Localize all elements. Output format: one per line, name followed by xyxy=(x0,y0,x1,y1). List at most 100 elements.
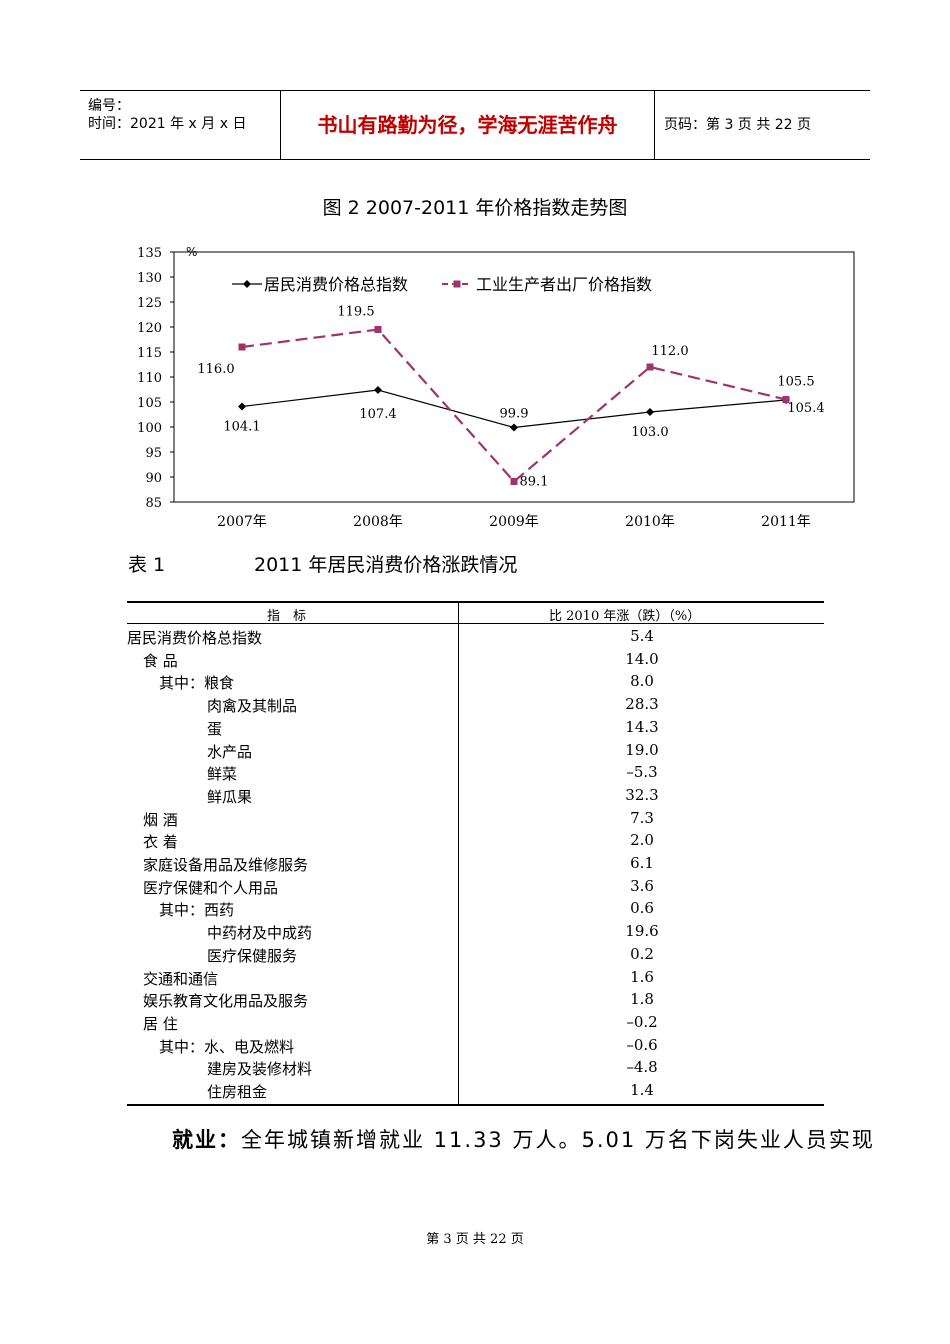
row-indicator: 烟 酒 xyxy=(143,810,178,829)
row-value: 8.0 xyxy=(630,672,654,691)
row-indicator: 家庭设备用品及维修服务 xyxy=(143,856,309,874)
figure-title: 图 2 2007-2011 年价格指数走势图 xyxy=(322,197,628,219)
table-row: 蛋 14.3 xyxy=(127,716,824,739)
row-value: 3.6 xyxy=(630,876,654,895)
header-divider xyxy=(280,91,281,159)
data-label: 89.1 xyxy=(520,475,549,490)
table-row: 医疗保健和个人用品 3.6 xyxy=(127,875,824,898)
row-indicator: 居民消费价格总指数 xyxy=(127,629,263,647)
y-tick-label: 100 xyxy=(137,421,162,436)
column-header-indicator: 指 标 xyxy=(267,609,307,624)
row-indicator: 食 品 xyxy=(143,651,178,670)
data-label: 104.1 xyxy=(223,420,260,435)
row-indicator: 住房租金 xyxy=(207,1083,268,1101)
row-indicator: 衣 着 xyxy=(143,833,178,852)
row-value: 5.4 xyxy=(630,627,654,645)
row-indicator: 其中：水、电及燃料 xyxy=(159,1037,295,1056)
page-header: 编号： 时间：2021 年 x 月 x 日 书山有路勤为径，学海无涯苦作舟 页码… xyxy=(80,90,870,160)
y-tick-label: 125 xyxy=(137,296,162,311)
y-tick-label: 135 xyxy=(137,246,162,261)
legend-marker xyxy=(453,280,461,288)
table-row: 医疗保健服务 0.2 xyxy=(127,943,824,966)
row-value: –0.6 xyxy=(626,1035,658,1054)
data-label: 105.4 xyxy=(787,401,824,416)
column-header-change: 比 2010 年涨（跌）（%） xyxy=(549,609,701,624)
table-row: 鲜瓜果 32.3 xyxy=(127,784,824,807)
row-indicator: 鲜瓜果 xyxy=(207,787,253,806)
row-value: 32.3 xyxy=(625,785,659,804)
row-value: 1.8 xyxy=(630,990,654,1009)
header-meta: 编号： 时间：2021 年 x 月 x 日 xyxy=(80,91,280,159)
data-label: 119.5 xyxy=(337,305,374,320)
table-column-divider xyxy=(458,603,459,1104)
table-row: 其中：西药 0.6 xyxy=(127,897,824,920)
table-caption: 2011 年居民消费价格涨跌情况 xyxy=(254,554,518,576)
x-tick-label: 2008年 xyxy=(353,514,403,530)
row-indicator: 鲜菜 xyxy=(207,765,238,784)
table-label: 表 1 xyxy=(128,554,166,576)
body-paragraph: 就业：全年城镇新增就业 11.33 万人。5.01 万名下岗失业人员实现 xyxy=(172,1124,875,1154)
table-row: 食 品 14.0 xyxy=(127,648,824,671)
legend-marker xyxy=(243,280,251,288)
time-label: 时间：2021 年 x 月 x 日 xyxy=(88,116,247,132)
row-value: 0.6 xyxy=(630,899,654,918)
table-header-rule xyxy=(127,623,824,624)
legend-label: 居民消费价格总指数 xyxy=(264,275,408,294)
row-indicator: 水产品 xyxy=(207,742,253,761)
data-label: 107.4 xyxy=(359,407,396,422)
row-value: 2.0 xyxy=(630,831,654,850)
x-tick-label: 2011年 xyxy=(761,514,811,530)
x-tick-label: 2010年 xyxy=(625,514,675,530)
header-page-number: 页码：第 3 页 共 22 页 xyxy=(664,117,811,133)
row-indicator: 其中：粮食 xyxy=(159,674,235,693)
data-point xyxy=(646,363,654,371)
row-indicator: 建房及装修材料 xyxy=(207,1060,313,1079)
header-divider xyxy=(654,91,655,159)
y-tick-label: 95 xyxy=(145,446,162,461)
table-row: 交通和通信 1.6 xyxy=(127,966,824,989)
paragraph-text: 全年城镇新增就业 11.33 万人。5.01 万名下岗失业人员实现 xyxy=(241,1128,875,1152)
data-point xyxy=(510,423,518,432)
y-tick-label: 130 xyxy=(137,271,162,286)
data-point xyxy=(782,396,790,403)
table-row: 烟 酒 7.3 xyxy=(127,807,824,830)
row-value: 6.1 xyxy=(630,854,654,872)
y-tick-label: 85 xyxy=(145,496,162,511)
row-indicator: 肉禽及其制品 xyxy=(207,697,298,716)
data-label: 103.0 xyxy=(631,425,668,440)
table-row: 其中：水、电及燃料 –0.6 xyxy=(127,1034,824,1057)
row-value: 7.3 xyxy=(630,808,654,827)
y-tick-label: 90 xyxy=(145,471,162,486)
data-label: 116.0 xyxy=(197,362,234,377)
table-row: 居 住 –0.2 xyxy=(127,1011,824,1034)
x-tick-label: 2009年 xyxy=(489,514,539,530)
series-line xyxy=(241,328,787,484)
data-point xyxy=(238,402,246,411)
y-tick-label: 115 xyxy=(137,346,162,361)
row-value: 28.3 xyxy=(625,695,659,714)
data-point xyxy=(238,343,246,351)
price-index-line-chart: 85 90 95 100 105 110 115 120 125 130 135 % 2007年 2008… xyxy=(137,245,855,530)
table-row: 衣 着 2.0 xyxy=(127,829,824,852)
serial-label: 编号： xyxy=(88,98,130,114)
y-tick-label: 120 xyxy=(137,321,162,336)
table-row: 肉禽及其制品 28.3 xyxy=(127,693,824,716)
data-label: 99.9 xyxy=(500,407,529,422)
y-tick-label: 110 xyxy=(137,371,162,386)
row-value: 1.6 xyxy=(630,967,654,986)
row-value: –0.2 xyxy=(626,1012,658,1031)
data-point xyxy=(374,386,382,394)
y-tick-label: 105 xyxy=(137,396,162,411)
data-point xyxy=(646,408,654,416)
y-unit-label: % xyxy=(186,245,197,259)
row-indicator: 交通和通信 xyxy=(143,969,219,988)
table-row: 娱乐教育文化用品及服务 1.8 xyxy=(127,988,824,1011)
table-top-rule xyxy=(127,601,824,603)
row-value: 0.2 xyxy=(630,944,654,963)
row-value: 14.0 xyxy=(625,649,659,668)
data-label: 112.0 xyxy=(651,344,688,359)
table-row: 住房租金 1.4 xyxy=(127,1079,824,1102)
table-row: 鲜菜 –5.3 xyxy=(127,761,824,784)
row-indicator: 中药材及中成药 xyxy=(207,924,313,943)
table-row: 建房及装修材料 –4.8 xyxy=(127,1056,824,1079)
